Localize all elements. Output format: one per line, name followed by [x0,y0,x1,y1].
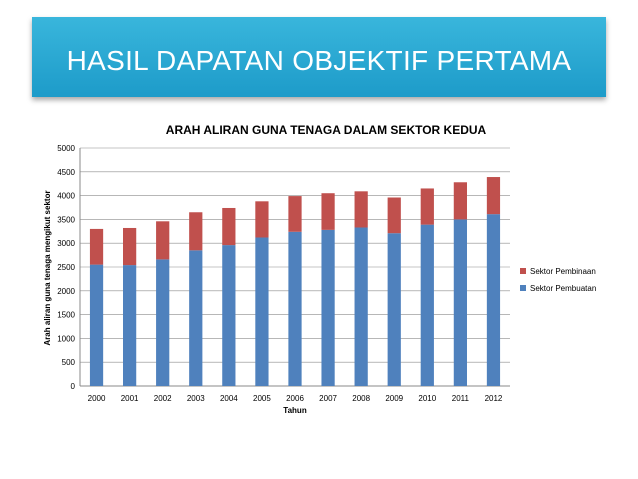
x-tick-label: 2008 [352,394,370,403]
bar-pembinaan [255,201,269,238]
x-tick-label: 2007 [319,394,337,403]
y-tick-label: 1500 [57,311,75,320]
bar-pembuatan [222,245,236,386]
bar-pembinaan [354,191,368,228]
y-tick-label: 500 [62,358,76,367]
y-tick-label: 1000 [57,334,75,343]
bar-pembuatan [420,224,434,386]
x-tick-label: 2005 [253,394,271,403]
y-tick-label: 4500 [57,168,75,177]
y-tick-label: 0 [71,382,76,391]
x-tick-label: 2002 [154,394,172,403]
slide-title-banner: HASIL DAPATAN OBJEKTIF PERTAMA [32,17,606,97]
bar-pembinaan [189,212,203,251]
bar-pembuatan [156,259,170,386]
bar-pembinaan [89,228,104,265]
bar-pembuatan [453,219,467,386]
y-tick-label: 4000 [57,192,75,201]
slide-title: HASIL DAPATAN OBJEKTIF PERTAMA [66,45,572,76]
bar-pembuatan [387,233,401,386]
y-tick-label: 3500 [57,215,75,224]
bar-pembinaan [453,182,467,220]
x-tick-label: 2010 [418,394,436,403]
bar-pembinaan [156,221,170,260]
bar-pembuatan [89,264,104,386]
x-tick-label: 2012 [485,394,503,403]
legend-swatch [520,285,526,291]
bar-pembuatan [354,227,368,386]
bar-pembinaan [123,227,137,266]
legend-label: Sektor Pembuatan [530,284,596,293]
y-axis-label: Arah aliran guna tenaga mengikut sektor [43,190,52,345]
x-tick-label: 2004 [220,394,238,403]
bars [89,177,501,386]
bar-pembuatan [123,265,137,386]
y-tick-label: 2000 [57,287,75,296]
x-tick-label: 2001 [121,394,139,403]
x-axis-ticks: 2000 2001 2002 2003 2004 2005 2006 2007 2008 2009… [88,394,503,403]
x-tick-label: 2011 [452,394,470,403]
x-tick-label: 2006 [286,394,304,403]
bar-pembuatan [486,214,501,386]
bar-pembuatan [321,229,335,386]
legend-swatch [520,268,526,274]
bar-pembinaan [387,197,401,234]
x-axis-label: Tahun [283,406,307,415]
bar-pembuatan [189,250,203,386]
y-tick-label: 5000 [57,144,75,153]
bar-pembinaan [321,193,335,230]
x-tick-label: 2000 [88,394,106,403]
x-tick-label: 2009 [385,394,403,403]
bar-pembinaan [486,177,501,215]
y-tick-label: 3000 [57,239,75,248]
bar-pembinaan [420,188,434,225]
y-axis-ticks: 0 500 1000 1500 2000 2500 3000 3500 4000 4500 5000 [57,144,75,391]
bar-pembinaan [222,207,236,246]
x-tick-label: 2003 [187,394,205,403]
bar-pembuatan [288,231,302,386]
legend-label: Sektor Pembinaan [530,267,596,276]
y-tick-label: 2500 [57,263,75,272]
bar-pembuatan [255,237,269,386]
bar-pembinaan [288,196,302,232]
chart-title: ARAH ALIRAN GUNA TENAGA DALAM SEKTOR KED… [166,123,487,137]
legend: Sektor Pembinaan Sektor Pembuatan [520,267,596,293]
